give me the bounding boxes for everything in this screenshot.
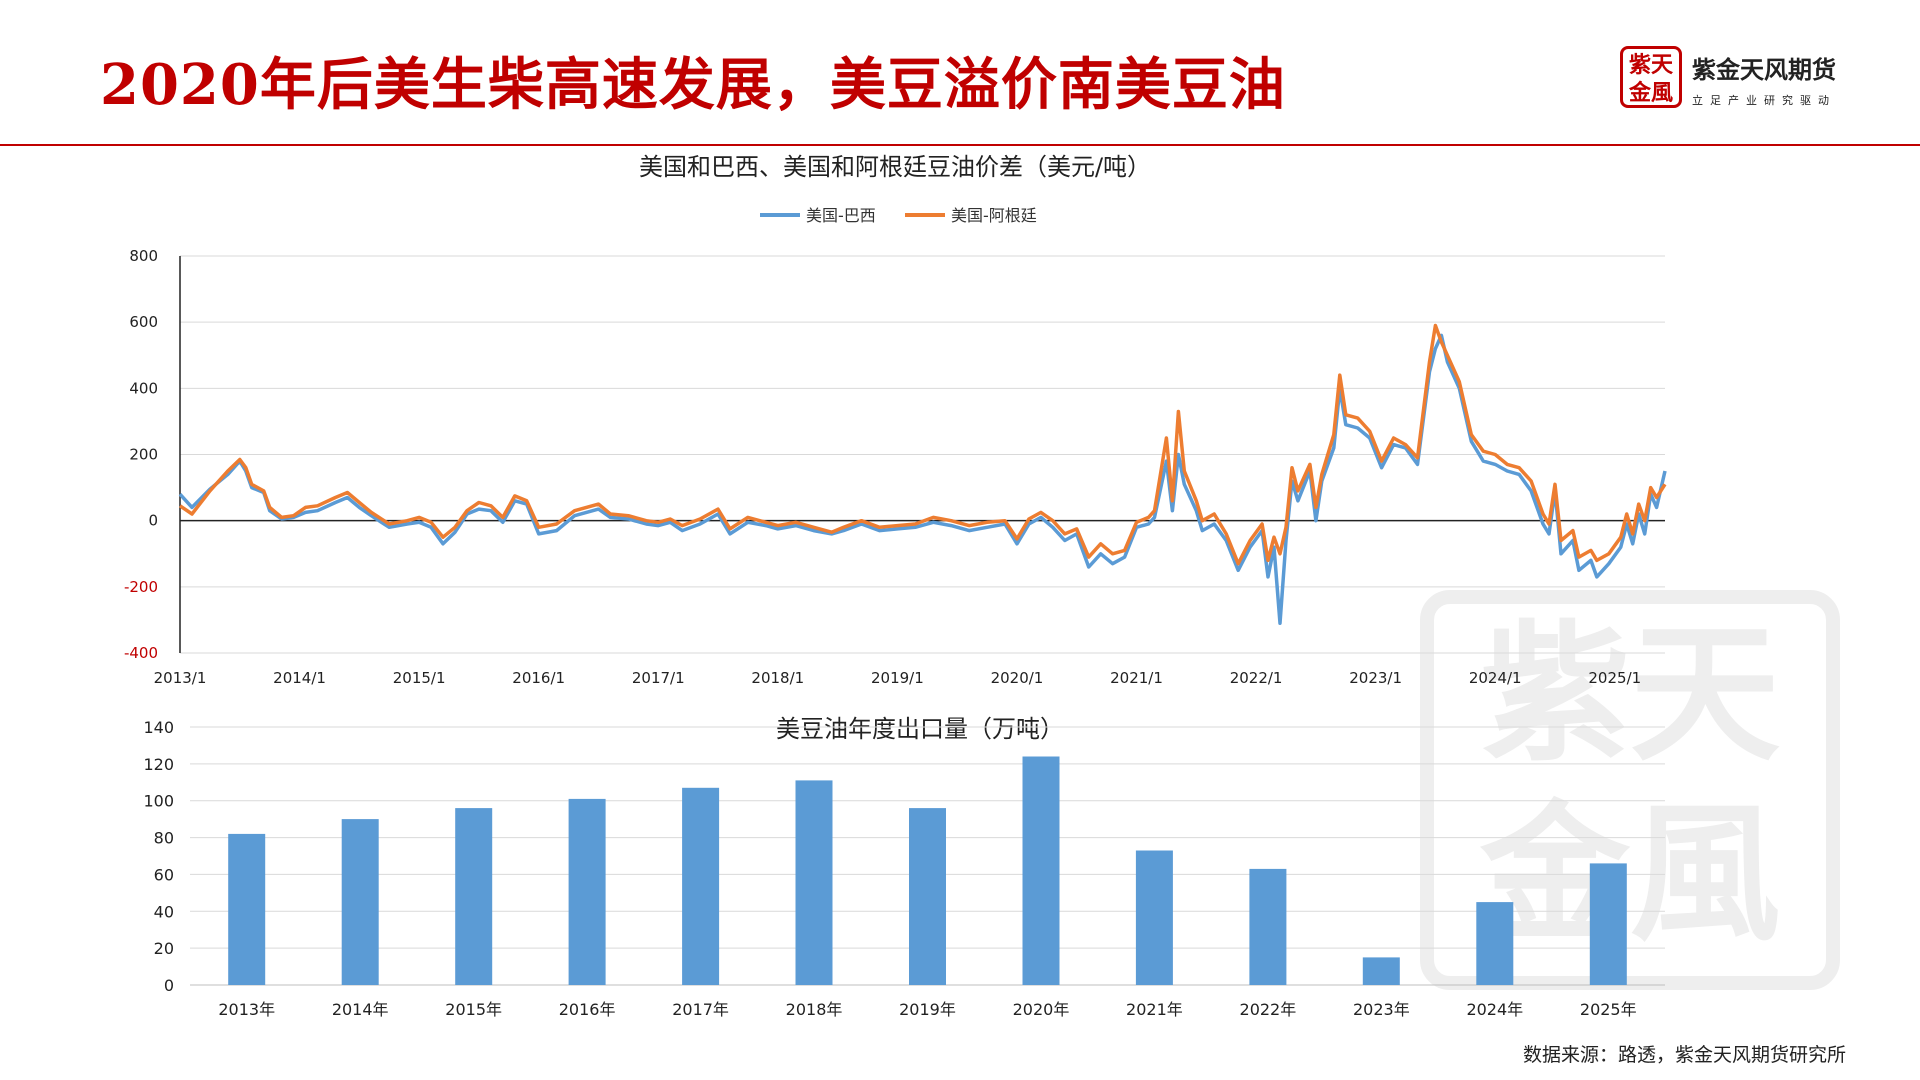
bar-chart-x-tick-label: 2023年 [1353,1000,1410,1019]
bar-chart-x-tick-label: 2017年 [672,1000,729,1019]
line-chart-gridlines [179,255,1665,654]
line-chart-y-tick-label: 200 [129,446,158,464]
line-chart-series [178,323,1667,625]
line-chart-x-tick-label: 2013/1 [154,669,207,687]
bar [455,808,493,985]
legend-label: 美国-巴西 [806,206,876,225]
line-chart-series-line [178,333,1667,625]
line-chart-x-tick-label: 2022/1 [1230,669,1283,687]
line-chart-x-tick-label: 2021/1 [1110,669,1163,687]
bar-chart-x-tick-label: 2014年 [332,1000,389,1019]
bar-chart-y-tick-label: 60 [154,865,174,884]
line-chart-x-tick-label: 2024/1 [1469,669,1522,687]
bar-chart-y-tick-label: 120 [143,755,174,774]
bar-chart-x-tick-label: 2024年 [1466,1000,1523,1019]
logo-seal: 紫天 金風 [1620,46,1682,108]
bar-chart-x-tick-label: 2018年 [786,1000,843,1019]
bar-chart-bars [228,756,1627,985]
line-chart-x-tick-label: 2014/1 [273,669,326,687]
bar-chart-x-tick-label: 2021年 [1126,1000,1183,1019]
line-chart-x-tick-label: 2019/1 [871,669,924,687]
line-chart-x-tick-label: 2025/1 [1588,669,1641,687]
line-chart-y-tick-label: 400 [129,379,158,397]
bar-chart-y-tick-label: 20 [154,939,174,958]
bar-chart-y-tick-label: 100 [143,792,174,811]
bar-chart-x-axis: 2013年 2014年 2015年 2016年 2017年 2018年 2019年 2020年… [218,1000,1636,1019]
line-chart-x-tick-label: 2023/1 [1349,669,1402,687]
logo-company-name: 紫金天风期货 [1692,56,1836,84]
line-chart: 美国和巴西、美国和阿根廷豆油价差（美元/吨） 美国-巴西 美国-阿根廷 800 60… [124,153,1667,687]
legend-label: 美国-阿根廷 [951,206,1037,225]
line-chart-y-tick-label: 0 [148,512,158,530]
bar [682,787,720,985]
bar-chart-y-tick-label: 0 [164,976,174,995]
bar-chart-x-tick-label: 2016年 [559,1000,616,1019]
bar [228,833,266,985]
bar-chart-y-tick-label: 140 [143,718,174,737]
source-note: 数据来源：路透，紫金天风期货研究所 [1522,1044,1846,1066]
page-title: 2020年后美生柴高速发展，美豆溢价南美豆油 [100,52,1286,118]
logo-slogan: 立足产业研究驱动 [1692,94,1836,107]
bar-chart-x-tick-label: 2022年 [1240,1000,1297,1019]
line-chart-x-axis: 2013/1 2014/1 2015/1 2016/1 2017/1 2018/1 2019… [154,669,1642,687]
line-chart-series-line [179,323,1667,566]
line-chart-y-tick-label: -200 [124,578,158,596]
line-chart-x-tick-label: 2018/1 [751,669,804,687]
bar-chart-title: 美豆油年度出口量（万吨） [776,715,1064,743]
bar [1589,863,1627,985]
line-chart-y-tick-label: -400 [124,644,158,662]
bar-chart-x-tick-label: 2025年 [1580,1000,1637,1019]
bar [909,808,946,985]
line-chart-y-axis: 800 600 400 200 0 -200 -400 [124,247,158,662]
bar [1249,868,1287,985]
line-chart-x-tick-label: 2016/1 [512,669,565,687]
line-chart-title: 美国和巴西、美国和阿根廷豆油价差（美元/吨） [639,153,1151,181]
bar-chart-y-axis: 140 120 100 80 60 40 20 0 [143,718,174,995]
bar-chart-x-tick-label: 2019年 [899,1000,956,1019]
line-chart-y-tick-label: 800 [129,247,158,265]
bar-chart-y-tick-label: 80 [154,829,174,848]
line-chart-x-tick-label: 2015/1 [393,669,446,687]
bar [1362,957,1400,985]
bar-chart-x-tick-label: 2013年 [218,1000,275,1019]
bar [795,780,833,985]
line-chart-legend: 美国-巴西 美国-阿根廷 [760,206,1037,225]
bar [1022,756,1060,985]
bar-chart-y-tick-label: 40 [154,902,174,921]
bar-chart-x-tick-label: 2020年 [1013,1000,1070,1019]
bar [341,819,379,985]
header-divider [0,144,1920,146]
bar-chart-x-tick-label: 2015年 [445,1000,502,1019]
line-chart-x-tick-label: 2017/1 [632,669,685,687]
bar [1135,850,1173,985]
bar [1476,902,1514,985]
bar [568,798,606,985]
line-chart-x-tick-label: 2020/1 [991,669,1044,687]
line-chart-y-tick-label: 600 [129,313,158,331]
